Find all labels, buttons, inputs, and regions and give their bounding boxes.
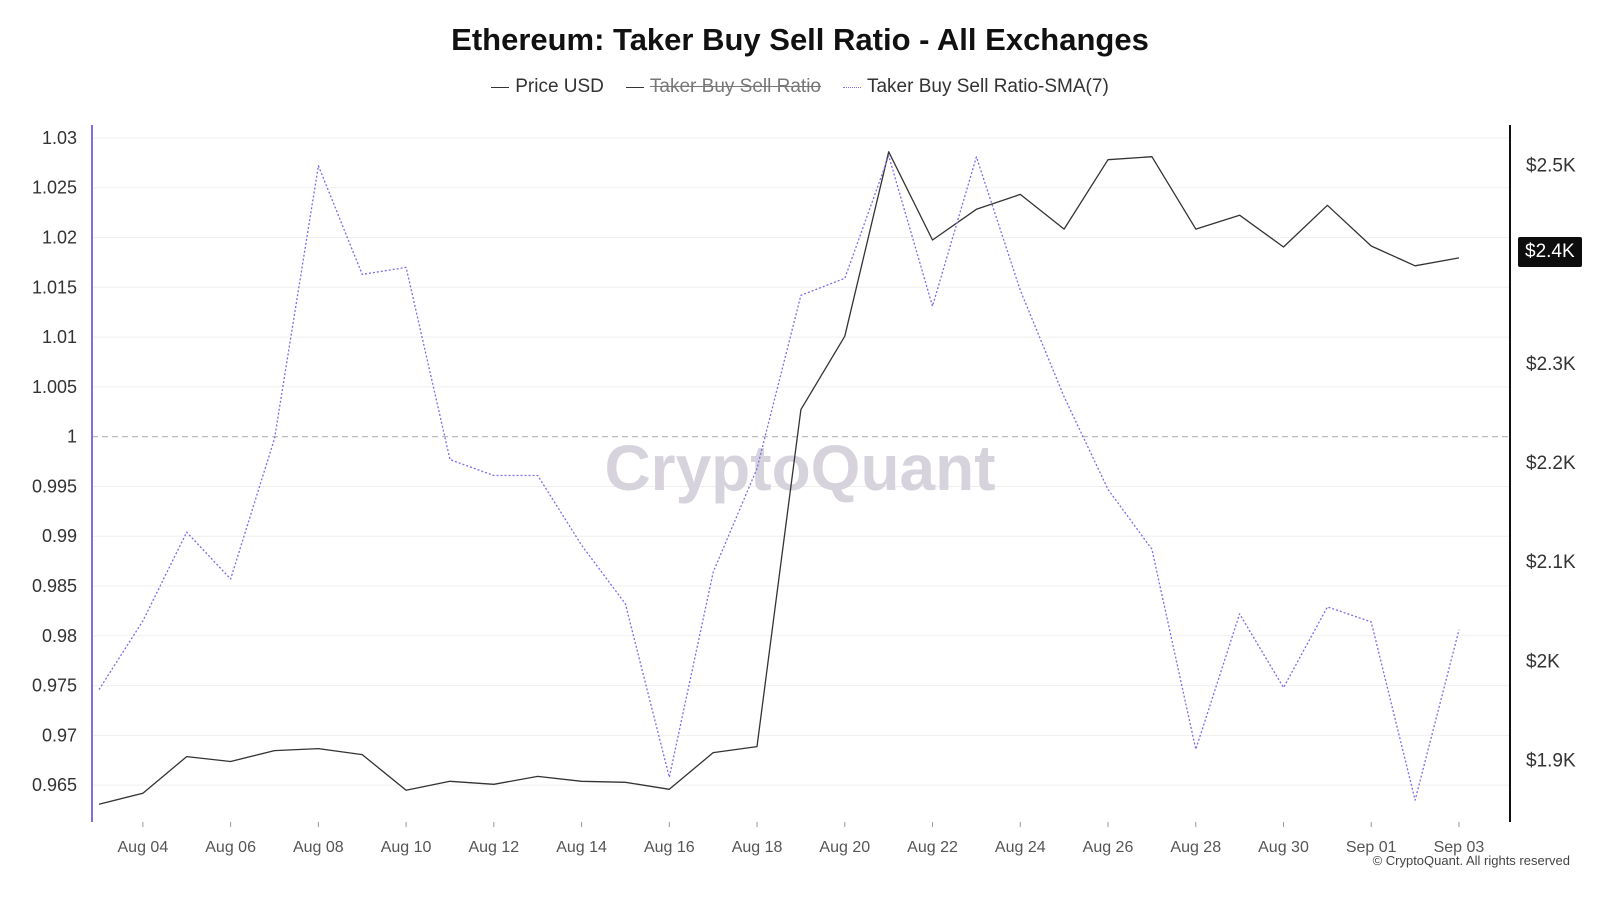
left-axis-tick-label: 0.98 xyxy=(42,626,77,646)
right-axis-tick-label: $2K xyxy=(1526,651,1560,672)
left-axis-tick-label: 1.025 xyxy=(32,178,77,198)
left-axis-tick-label: 1.02 xyxy=(42,228,77,248)
x-axis-tick-label: Aug 24 xyxy=(995,839,1046,856)
x-axis-tick-label: Sep 03 xyxy=(1434,839,1485,856)
left-axis-tick-label: 0.97 xyxy=(42,725,77,745)
watermark: CryptoQuant xyxy=(604,432,995,504)
legend-label-sma7: Taker Buy Sell Ratio-SMA(7) xyxy=(866,76,1109,97)
legend-label-price-usd: Price USD xyxy=(515,76,604,97)
price-usd-line xyxy=(98,151,1460,805)
x-axis-tick-label: Aug 14 xyxy=(556,839,607,856)
x-axis-tick-label: Aug 20 xyxy=(819,839,870,856)
current-price-badge: $2.4K xyxy=(1518,237,1582,267)
x-axis-tick-label: Aug 08 xyxy=(293,839,344,856)
x-axis-tick-label: Aug 28 xyxy=(1170,839,1221,856)
series-layer xyxy=(98,151,1460,805)
x-axis-tick-label: Aug 26 xyxy=(1083,839,1134,856)
legend-swatch-price-usd xyxy=(491,86,510,88)
left-axis-tick-label: 1.01 xyxy=(42,327,77,347)
chart-title: Ethereum: Taker Buy Sell Ratio - All Exc… xyxy=(451,22,1149,57)
copyright-credit: © CryptoQuant. All rights reserved xyxy=(1372,853,1570,868)
left-axis-tick-label: 1.015 xyxy=(32,277,77,297)
left-axis-tick-label: 1.005 xyxy=(32,377,77,397)
legend-swatch-sma7 xyxy=(842,86,861,88)
chart-legend: Price USD Taker Buy Sell Ratio Taker Buy… xyxy=(0,76,1600,98)
legend-item-price-usd[interactable]: Price USD xyxy=(491,76,604,98)
legend-item-taker-buy-sell-ratio[interactable]: Taker Buy Sell Ratio xyxy=(625,76,821,98)
sma7-line xyxy=(98,155,1460,801)
grid-layer xyxy=(92,137,1510,786)
legend-swatch-taker-buy-sell-ratio xyxy=(625,86,644,88)
legend-item-sma7[interactable]: Taker Buy Sell Ratio-SMA(7) xyxy=(842,76,1109,98)
x-axis-tick-label: Sep 01 xyxy=(1346,839,1397,856)
left-axis-tick-label: 1.03 xyxy=(42,128,77,148)
x-axis-tick-label: Aug 22 xyxy=(907,839,958,856)
right-axis-tick-label: $2.5K xyxy=(1526,156,1576,177)
x-axis-tick-label: Aug 06 xyxy=(205,839,256,856)
x-axis-tick-label: Aug 30 xyxy=(1258,839,1309,856)
x-axis-tick-label: Aug 18 xyxy=(732,839,783,856)
right-axis-tick-label: $2.1K xyxy=(1526,552,1576,573)
legend-label-taker-buy-sell-ratio: Taker Buy Sell Ratio xyxy=(649,76,821,97)
x-axis-tick-label: Aug 16 xyxy=(644,839,695,856)
x-axis-tick-label: Aug 12 xyxy=(468,839,519,856)
left-axis-tick-label: 0.99 xyxy=(42,526,77,546)
left-axis-tick-label: 1 xyxy=(67,427,77,447)
left-axis-tick-label: 0.965 xyxy=(32,775,77,795)
axis-layer: 1.03 1.025 1.02 1.015 1.01 1.005 1 0.995 0.99 0.9… xyxy=(32,125,1576,856)
left-axis-tick-label: 0.985 xyxy=(32,576,77,596)
right-axis-tick-label: $2.2K xyxy=(1526,453,1576,474)
x-axis-tick-label: Aug 04 xyxy=(118,839,169,856)
left-axis-tick-label: 0.995 xyxy=(32,476,77,496)
x-axis-tick-label: Aug 10 xyxy=(381,839,432,856)
left-axis-tick-label: 0.975 xyxy=(32,676,77,696)
right-axis-tick-label: $1.9K xyxy=(1526,751,1576,772)
right-axis-tick-label: $2.3K xyxy=(1526,354,1576,375)
